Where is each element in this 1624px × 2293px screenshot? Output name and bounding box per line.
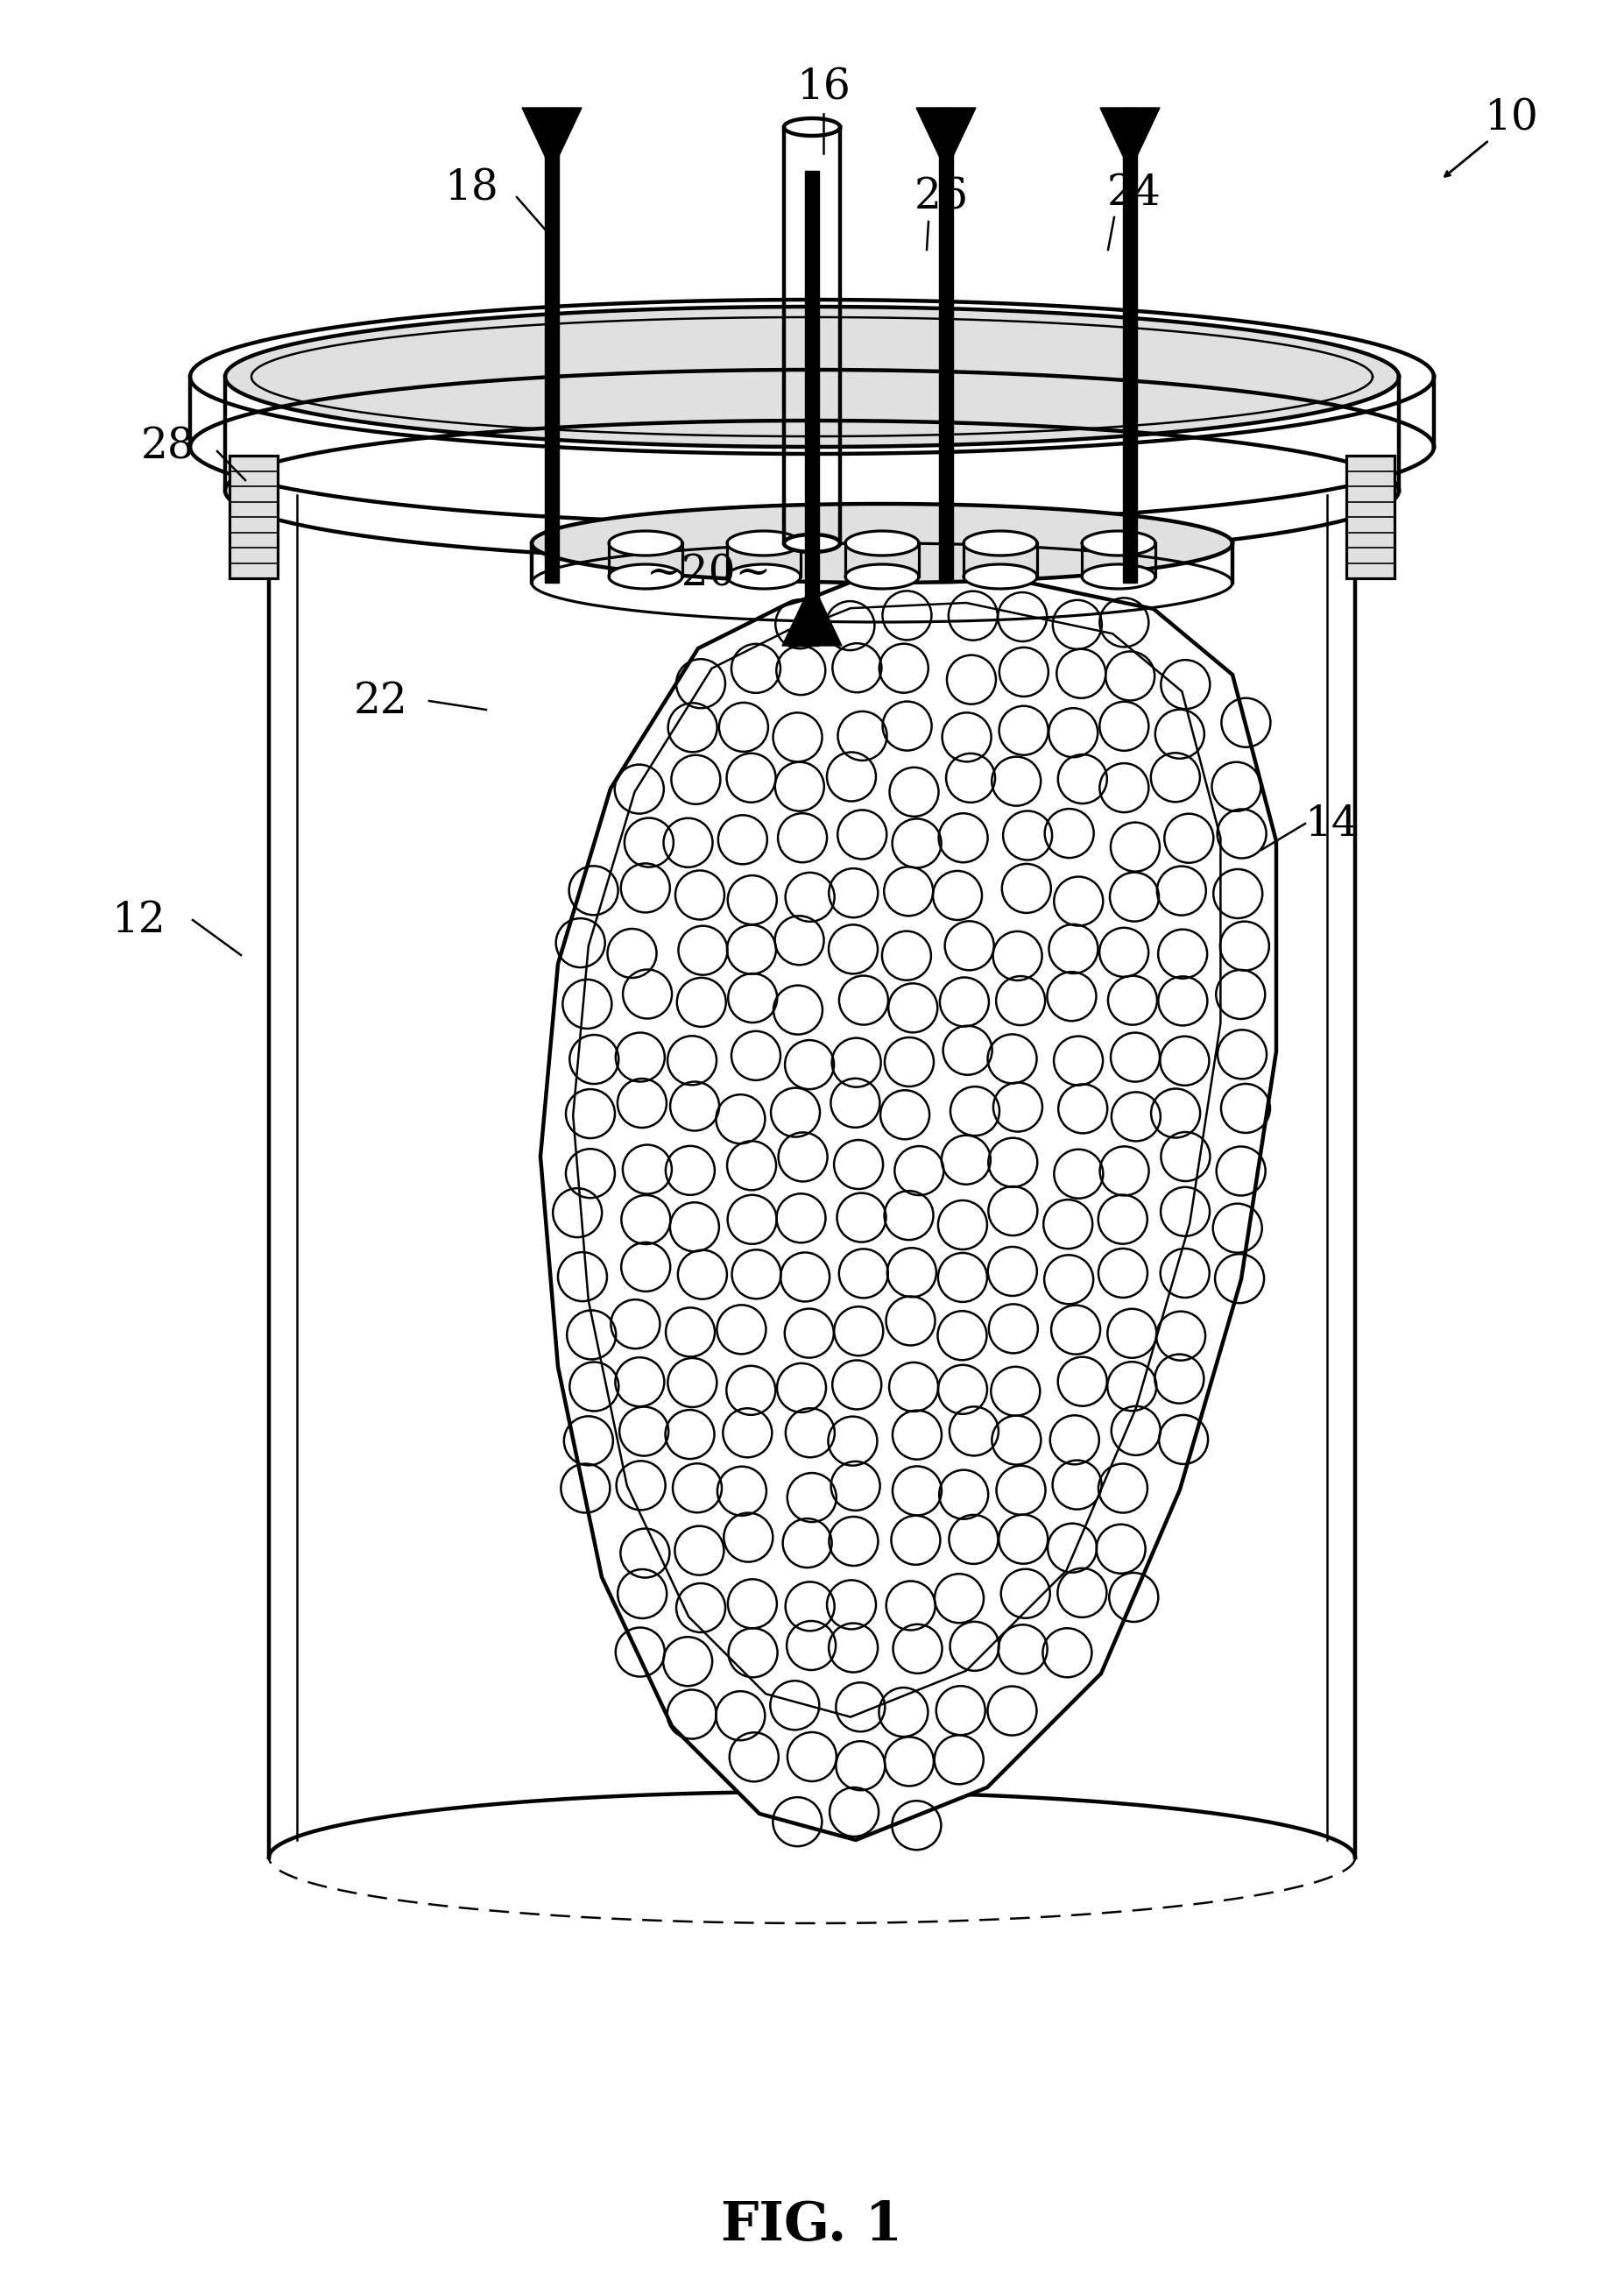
Polygon shape xyxy=(783,582,841,647)
Text: 12: 12 xyxy=(112,899,166,940)
Polygon shape xyxy=(544,108,559,582)
Text: 10: 10 xyxy=(1484,99,1538,140)
Polygon shape xyxy=(963,564,1038,589)
Polygon shape xyxy=(521,108,581,172)
Polygon shape xyxy=(916,108,976,172)
Polygon shape xyxy=(1099,108,1160,172)
Polygon shape xyxy=(784,534,840,553)
Polygon shape xyxy=(609,564,682,589)
Polygon shape xyxy=(541,573,1276,1839)
Text: ~20~: ~20~ xyxy=(646,553,773,594)
Polygon shape xyxy=(609,532,682,555)
Polygon shape xyxy=(728,564,801,589)
Polygon shape xyxy=(1082,564,1155,589)
Bar xyxy=(229,456,278,578)
Polygon shape xyxy=(531,504,1233,582)
Polygon shape xyxy=(1082,532,1155,555)
Text: 24: 24 xyxy=(1108,172,1161,213)
Text: 22: 22 xyxy=(354,681,408,722)
Text: 26: 26 xyxy=(914,177,970,218)
Polygon shape xyxy=(784,119,840,135)
Text: 28: 28 xyxy=(141,426,195,468)
Polygon shape xyxy=(939,108,953,582)
Polygon shape xyxy=(728,532,801,555)
Text: 14: 14 xyxy=(1304,803,1359,844)
Polygon shape xyxy=(844,532,919,555)
Polygon shape xyxy=(226,307,1398,447)
Polygon shape xyxy=(1122,108,1137,582)
Text: FIG. 1: FIG. 1 xyxy=(721,2199,903,2252)
Text: 16: 16 xyxy=(796,66,851,108)
Polygon shape xyxy=(963,532,1038,555)
Text: 18: 18 xyxy=(445,167,499,209)
Bar xyxy=(1346,456,1395,578)
Polygon shape xyxy=(844,564,919,589)
Polygon shape xyxy=(806,172,818,647)
